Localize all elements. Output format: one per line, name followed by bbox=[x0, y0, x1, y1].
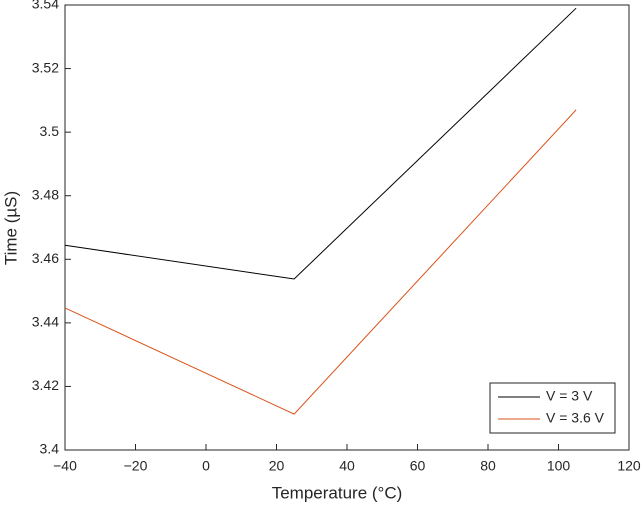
x-tick-label: 120 bbox=[617, 458, 641, 474]
series-line bbox=[64, 109, 577, 415]
y-axis-label: Time (µS) bbox=[1, 191, 20, 265]
x-tick-label: 0 bbox=[202, 458, 210, 474]
legend: V = 3 V V = 3.6 V bbox=[489, 382, 616, 434]
y-tick-label: 3.42 bbox=[32, 377, 59, 393]
x-tick-label: 20 bbox=[269, 458, 285, 474]
plot-frame bbox=[64, 4, 630, 451]
y-tick-label: 3.52 bbox=[32, 59, 59, 75]
legend-box bbox=[489, 382, 616, 434]
x-tick-label: 100 bbox=[547, 458, 571, 474]
y-tick-label: 3.48 bbox=[32, 186, 59, 202]
legend-label: V = 3.6 V bbox=[546, 410, 605, 426]
x-tick-label: −40 bbox=[53, 458, 77, 474]
series-line bbox=[64, 7, 577, 280]
x-axis-label: Temperature (°C) bbox=[272, 483, 403, 502]
y-tick-label: 3.5 bbox=[40, 123, 60, 139]
x-tick-label: 80 bbox=[480, 458, 496, 474]
x-tick-label: 40 bbox=[339, 458, 355, 474]
y-tick-label: 3.46 bbox=[32, 250, 59, 266]
y-tick-label: 3.44 bbox=[32, 314, 59, 330]
x-tick-label: −20 bbox=[124, 458, 148, 474]
legend-label: V = 3 V bbox=[546, 388, 593, 404]
x-tick-label: 60 bbox=[410, 458, 426, 474]
y-tick-label: 3.4 bbox=[40, 441, 60, 457]
y-tick-label: 3.54 bbox=[32, 0, 59, 12]
